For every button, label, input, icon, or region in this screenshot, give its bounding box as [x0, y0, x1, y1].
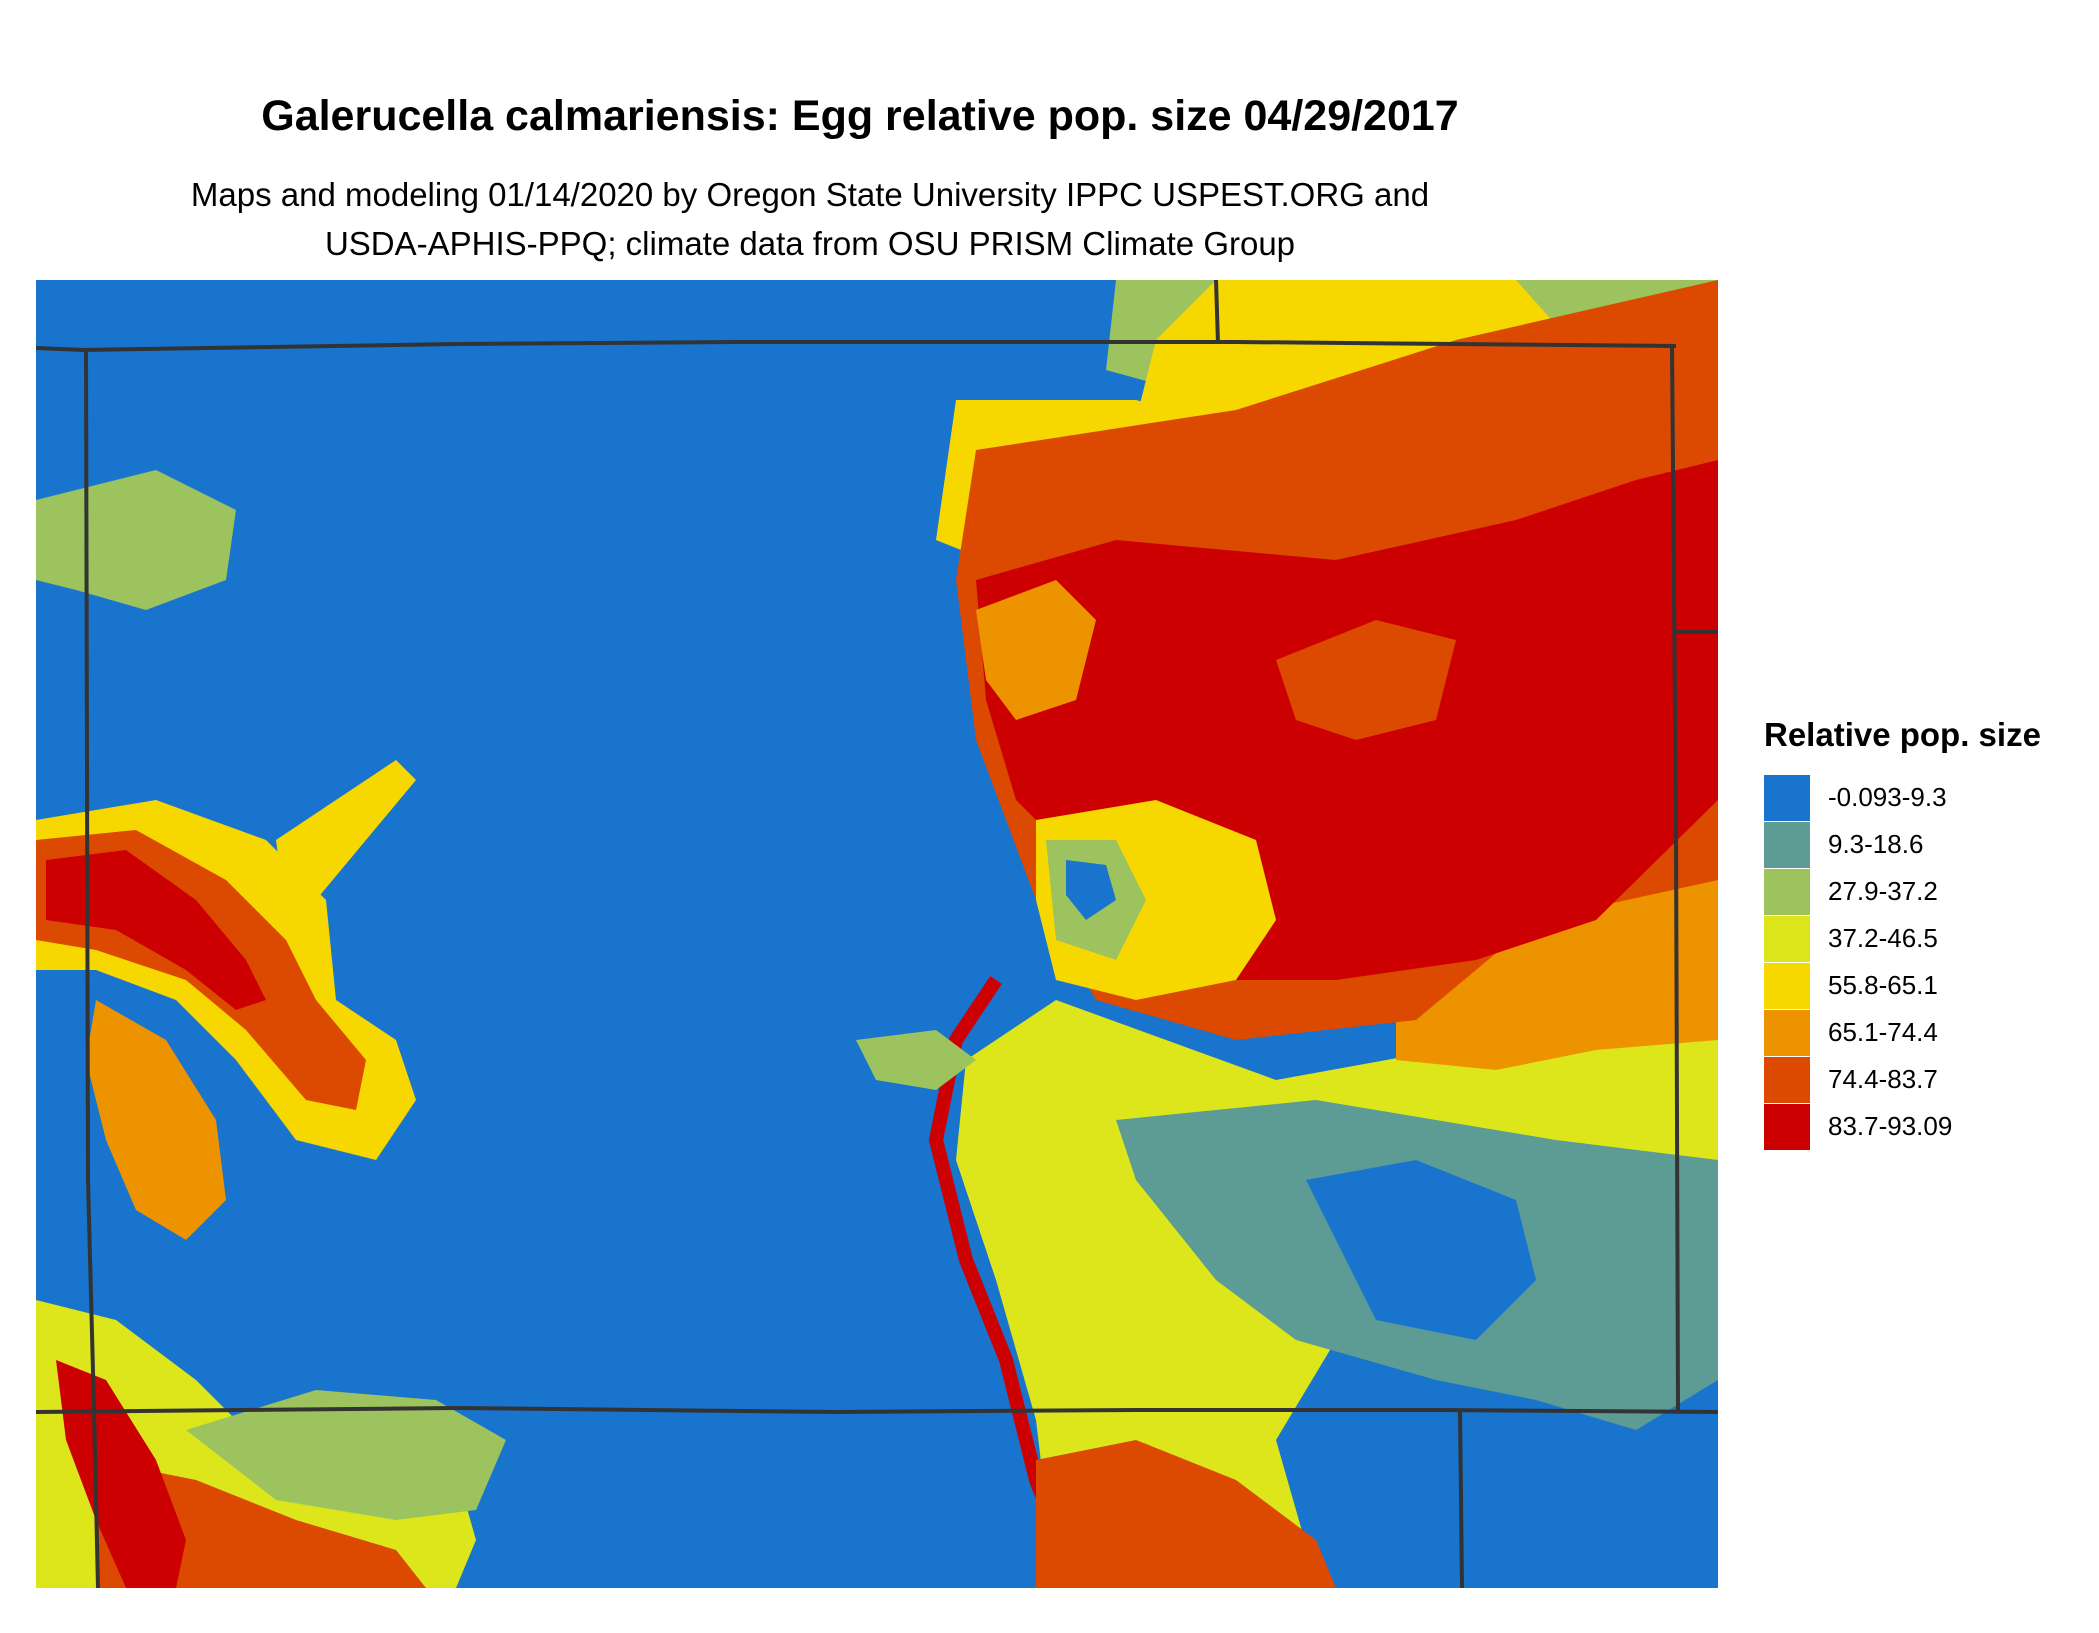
population-map: [36, 280, 1718, 1588]
southeast-region: [1036, 1440, 1718, 1588]
legend-swatch: [1764, 868, 1810, 915]
legend-label: -0.093-9.3: [1828, 782, 1947, 812]
legend-item: 74.4-83.7: [1764, 1056, 2041, 1103]
legend-swatch: [1764, 774, 1810, 821]
zone-blue-southeast: [1456, 1450, 1718, 1588]
legend-swatch: [1764, 962, 1810, 1009]
legend-item: 83.7-93.09: [1764, 1103, 2041, 1150]
subtitle-line-2: USDA-APHIS-PPQ; climate data from OSU PR…: [324, 225, 1296, 262]
legend-item: 27.9-37.2: [1764, 868, 2041, 915]
legend-label: 83.7-93.09: [1828, 1111, 1953, 1141]
zone-light-green-south: [186, 1390, 506, 1520]
boundaries: [36, 280, 1718, 1588]
map-subtitle: Maps and modeling 01/14/2020 by Oregon S…: [0, 170, 1620, 268]
boundary-north-stub: [1214, 280, 1220, 345]
legend-label: 9.3-18.6: [1828, 829, 1924, 859]
boundary-south-stub: [1458, 1409, 1464, 1588]
boundary-north: [36, 340, 1677, 353]
zone-orange-west-patch: [976, 580, 1096, 720]
zone-blue-lake: [1066, 860, 1116, 920]
legend-swatch: [1764, 1009, 1810, 1056]
boundary-south: [36, 1405, 1718, 1415]
zone-light-green-strip: [856, 1030, 976, 1090]
boundary-east: [1670, 345, 1680, 1411]
western-region: [36, 470, 976, 1588]
boundary-west: [84, 349, 100, 1588]
legend: Relative pop. size -0.093-9.3 9.3-18.6 2…: [1764, 716, 2041, 1150]
zone-red-south: [56, 1360, 186, 1588]
zone-yellow-arm-north: [276, 760, 416, 920]
legend-label: 55.8-65.1: [1828, 970, 1938, 1000]
zone-dark-orange-southeast: [1036, 1440, 1336, 1588]
zone-red-ridge-west: [46, 850, 266, 1010]
legend-label: 37.2-46.5: [1828, 923, 1938, 953]
legend-item: 55.8-65.1: [1764, 962, 2041, 1009]
zone-orange-southwest: [86, 1000, 226, 1240]
legend-label: 27.9-37.2: [1828, 876, 1938, 906]
legend-swatch: [1764, 1056, 1810, 1103]
legend-items: -0.093-9.3 9.3-18.6 27.9-37.2 37.2-46.5 …: [1764, 774, 2041, 1150]
legend-item: 37.2-46.5: [1764, 915, 2041, 962]
legend-item: 65.1-74.4: [1764, 1009, 2041, 1056]
eastern-region: [928, 280, 1718, 1588]
legend-label: 74.4-83.7: [1828, 1064, 1938, 1094]
legend-title: Relative pop. size: [1764, 716, 2041, 753]
map-title: Galerucella calmariensis: Egg relative p…: [261, 92, 1459, 140]
legend-label: 65.1-74.4: [1828, 1017, 1938, 1047]
legend-item: 9.3-18.6: [1764, 821, 2041, 868]
zone-dark-orange-inner: [1276, 620, 1456, 740]
legend-swatch: [1764, 915, 1810, 962]
subtitle-line-1: Maps and modeling 01/14/2020 by Oregon S…: [190, 176, 1430, 213]
legend-swatch: [1764, 1103, 1810, 1150]
legend-item: -0.093-9.3: [1764, 774, 2041, 821]
legend-swatch: [1764, 821, 1810, 868]
zone-blue-south-pocket: [1306, 1160, 1536, 1340]
